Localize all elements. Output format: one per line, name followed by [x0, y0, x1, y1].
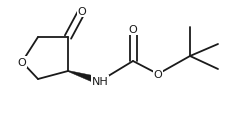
Text: NH: NH — [92, 76, 108, 86]
Text: O: O — [129, 25, 137, 35]
Polygon shape — [68, 71, 101, 85]
Text: O: O — [78, 7, 86, 17]
Text: O: O — [18, 58, 26, 67]
Text: O: O — [154, 69, 162, 79]
